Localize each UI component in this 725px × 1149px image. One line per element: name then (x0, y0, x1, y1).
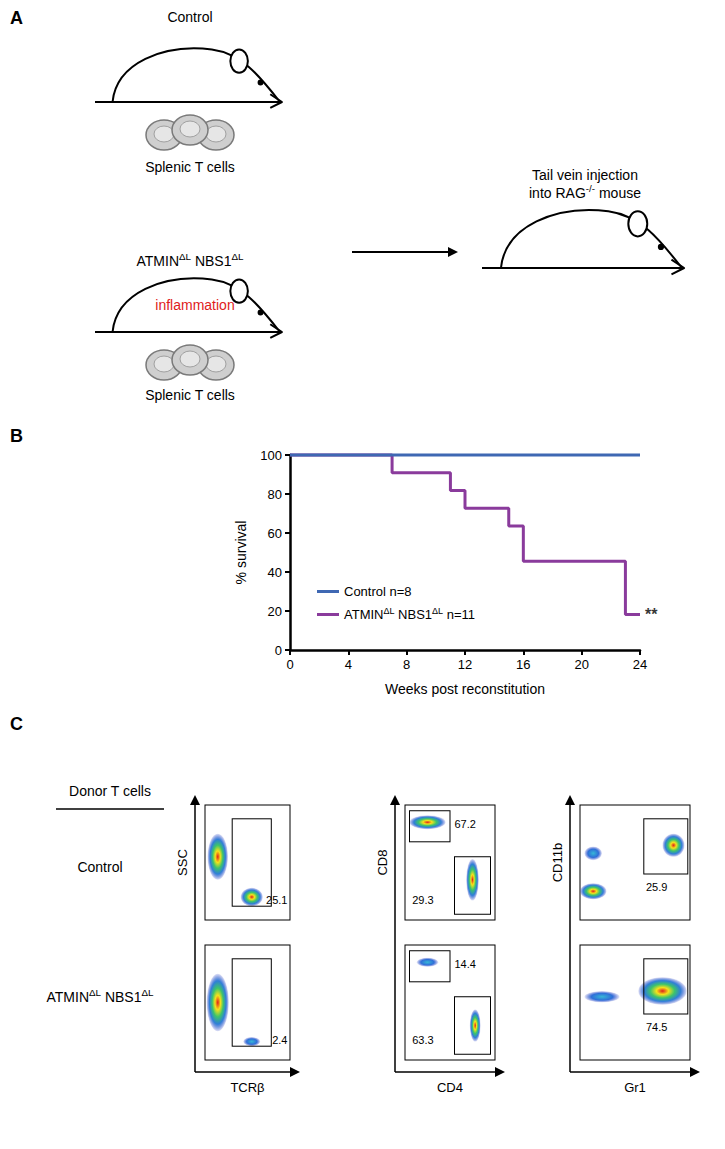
svg-text:25.9: 25.9 (646, 881, 667, 893)
svg-text:Weeks post reconstitution: Weeks post reconstitution (385, 681, 545, 697)
svg-text:CD4: CD4 (437, 1080, 463, 1095)
svg-text:Control: Control (77, 859, 122, 875)
svg-text:n=11: n=11 (443, 607, 475, 622)
svg-text:ATMINΔL NBS1ΔL: ATMINΔL NBS1ΔL (137, 251, 245, 269)
svg-text:20: 20 (574, 657, 588, 672)
svg-text:TCRβ: TCRβ (230, 1080, 264, 1095)
svg-text:ΔL: ΔL (383, 606, 394, 616)
svg-text:**: ** (645, 606, 658, 623)
svg-text:into RAG-/- mouse: into RAG-/- mouse (529, 183, 641, 201)
svg-text:ATMINΔL NBS1ΔL: ATMINΔL NBS1ΔL (47, 987, 155, 1005)
svg-text:inflammation: inflammation (155, 297, 234, 313)
svg-text:20: 20 (268, 604, 282, 619)
svg-text:C: C (10, 714, 23, 734)
svg-text:CD11b: CD11b (550, 843, 565, 883)
svg-text:80: 80 (268, 487, 282, 502)
svg-text:24: 24 (633, 657, 647, 672)
svg-text:29.3: 29.3 (412, 894, 433, 906)
svg-text:Gr1: Gr1 (624, 1080, 646, 1095)
svg-text:Splenic T cells: Splenic T cells (145, 387, 235, 403)
svg-text:NBS1: NBS1 (394, 607, 432, 622)
svg-text:Control n=8: Control n=8 (344, 584, 412, 599)
svg-text:ATMIN: ATMIN (344, 607, 383, 622)
svg-text:16: 16 (516, 657, 530, 672)
svg-text:Donor T cells: Donor T cells (69, 783, 151, 799)
svg-text:CD8: CD8 (375, 849, 390, 875)
svg-text:100: 100 (260, 448, 282, 463)
svg-text:60: 60 (268, 526, 282, 541)
svg-text:Control: Control (167, 9, 212, 25)
svg-text:8: 8 (403, 657, 410, 672)
svg-text:63.3: 63.3 (412, 1034, 433, 1046)
svg-text:74.5: 74.5 (646, 1021, 667, 1033)
svg-text:% survival: % survival (233, 521, 249, 585)
svg-text:ΔL: ΔL (432, 606, 443, 616)
svg-text:Splenic T cells: Splenic T cells (145, 159, 235, 175)
svg-text:B: B (10, 426, 23, 446)
svg-text:2.4: 2.4 (272, 1034, 287, 1046)
svg-text:0: 0 (286, 657, 293, 672)
svg-text:Tail vein injection: Tail vein injection (532, 167, 638, 183)
svg-text:14.4: 14.4 (455, 958, 476, 970)
svg-text:40: 40 (268, 565, 282, 580)
svg-text:25.1: 25.1 (266, 894, 287, 906)
svg-text:4: 4 (345, 657, 352, 672)
svg-text:A: A (10, 8, 23, 28)
svg-text:67.2: 67.2 (455, 818, 476, 830)
svg-text:12: 12 (458, 657, 472, 672)
svg-text:0: 0 (275, 643, 282, 658)
svg-text:SSC: SSC (175, 849, 190, 876)
